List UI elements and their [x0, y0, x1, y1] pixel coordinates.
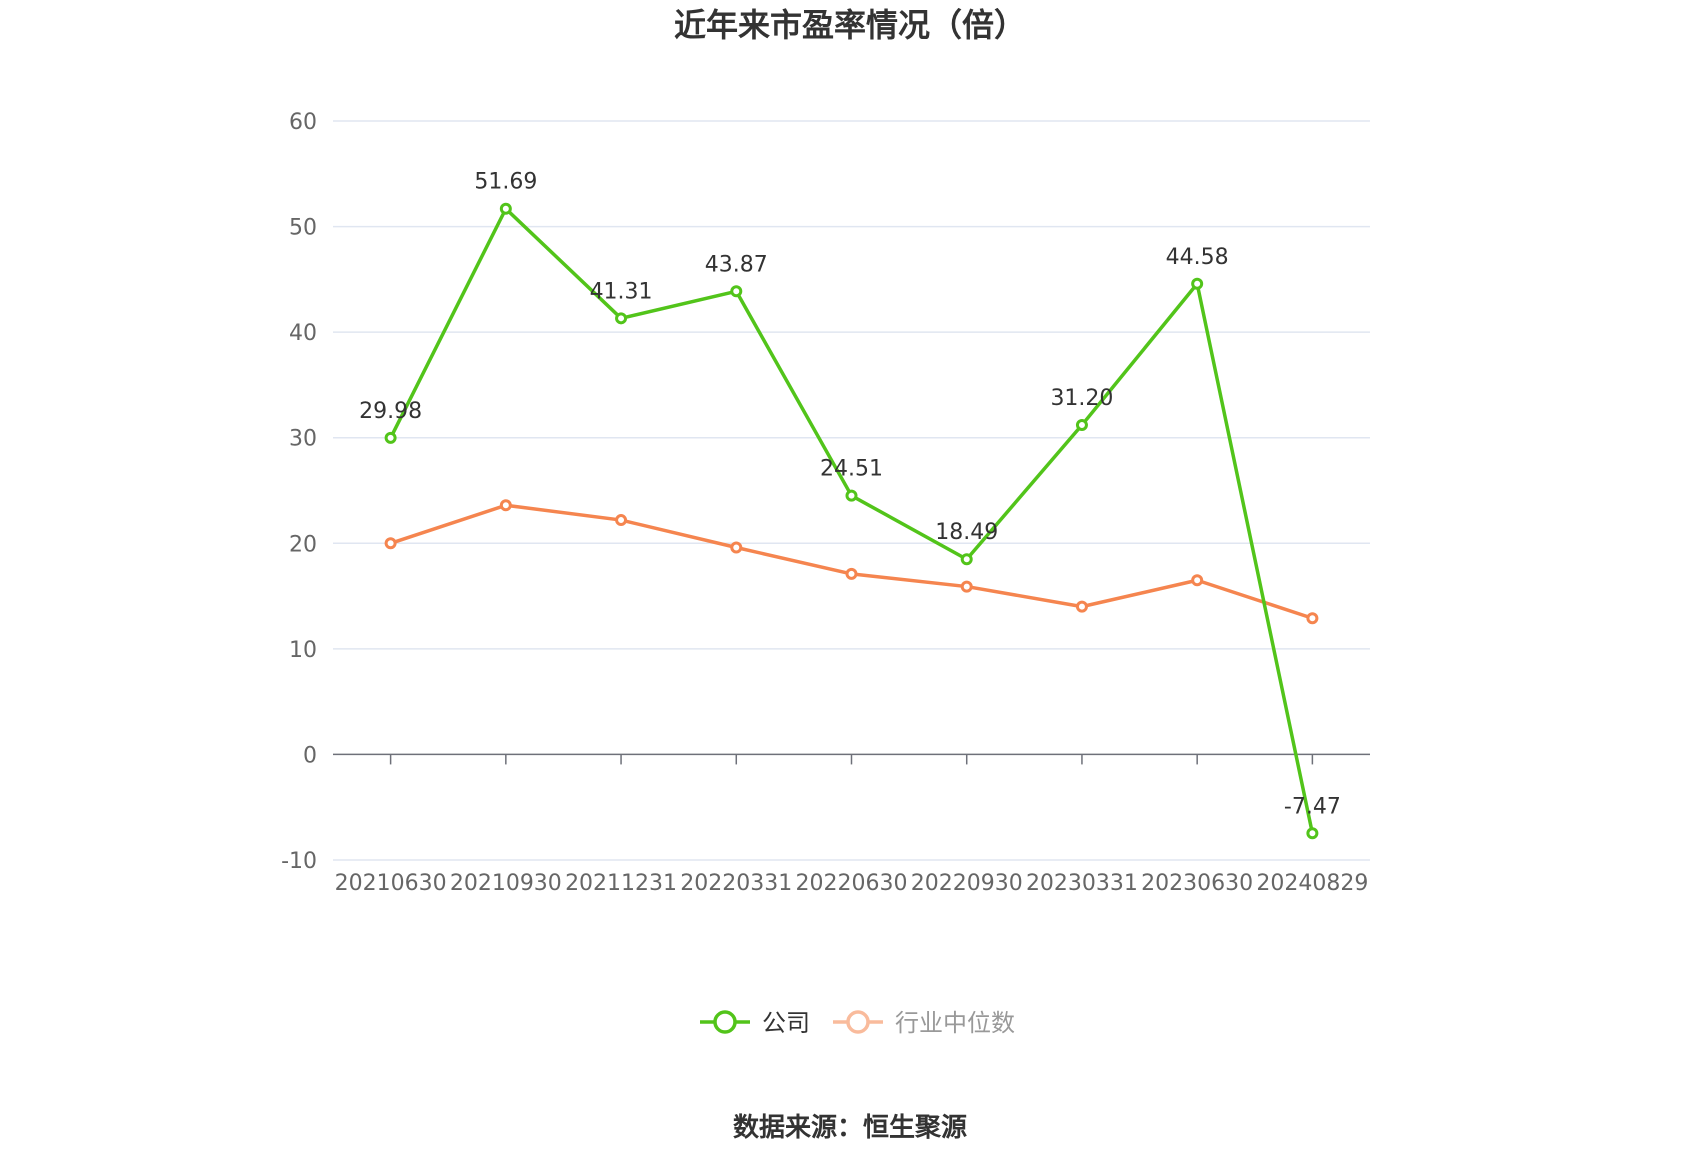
x-tick-label: 20211231 — [565, 871, 677, 896]
data-label: 29.98 — [359, 399, 422, 424]
series-point — [1075, 419, 1088, 432]
legend-marker — [846, 1010, 870, 1034]
x-tick-label: 20210630 — [335, 871, 447, 896]
series-point — [499, 202, 512, 215]
y-tick-label: 20 — [289, 532, 317, 557]
series-point — [845, 567, 858, 580]
series-point — [1191, 574, 1204, 587]
series-point — [1306, 827, 1319, 840]
series-point — [960, 553, 973, 566]
series-point — [730, 285, 743, 298]
series-point — [615, 514, 628, 527]
x-tick-label: 20230630 — [1141, 871, 1253, 896]
data-label: 41.31 — [590, 279, 653, 304]
series-point — [1191, 277, 1204, 290]
series-point — [384, 431, 397, 444]
data-label: 43.87 — [705, 252, 768, 277]
x-tick-label: 20220331 — [680, 871, 792, 896]
axis-layer: -10 0 10 20 30 40 50 60 20210630 20210930 20211231… — [281, 110, 1370, 896]
x-tick-label: 20240829 — [1256, 871, 1368, 896]
y-tick-label: 0 — [303, 743, 317, 768]
series-layer — [384, 202, 1319, 840]
y-tick-label: 60 — [289, 110, 317, 135]
y-tick-label: -10 — [281, 849, 317, 874]
series-point — [730, 541, 743, 554]
grid-layer — [333, 120, 1370, 861]
source-note: 数据来源：恒生聚源 — [733, 1113, 967, 1143]
y-tick-label: 50 — [289, 216, 317, 241]
data-label: -7.47 — [1284, 794, 1341, 819]
series-point — [1075, 600, 1088, 613]
legend[interactable]: 公司 行业中位数 — [700, 1009, 1015, 1037]
data-label: 18.49 — [935, 520, 998, 545]
x-tick-label: 20220930 — [911, 871, 1023, 896]
series-point — [845, 489, 858, 502]
data-label: 44.58 — [1166, 245, 1229, 270]
data-label: 31.20 — [1050, 386, 1113, 411]
y-tick-label: 30 — [289, 427, 317, 452]
data-label: 24.51 — [820, 457, 883, 482]
legend-marker — [713, 1010, 737, 1034]
series-point — [960, 580, 973, 593]
x-tick-label: 20230331 — [1026, 871, 1138, 896]
series-point — [384, 537, 397, 550]
series-point — [499, 499, 512, 512]
data-label-layer: 29.98 51.69 41.31 43.87 24.51 18.49 31.20 44.58… — [359, 170, 1341, 820]
series-line — [389, 206, 1315, 834]
series-point — [615, 312, 628, 325]
x-tick-label: 20220630 — [796, 871, 908, 896]
legend-label: 公司 — [762, 1009, 810, 1037]
x-tick-label: 20210930 — [450, 871, 562, 896]
series-line — [390, 503, 1313, 620]
series-point — [1306, 612, 1319, 625]
chart-title: 近年来市盈率情况（倍） — [674, 6, 1026, 44]
y-tick-label: 10 — [289, 638, 317, 663]
legend-label: 行业中位数 — [895, 1009, 1015, 1037]
data-label: 51.69 — [474, 170, 537, 195]
y-tick-label: 40 — [289, 321, 317, 346]
